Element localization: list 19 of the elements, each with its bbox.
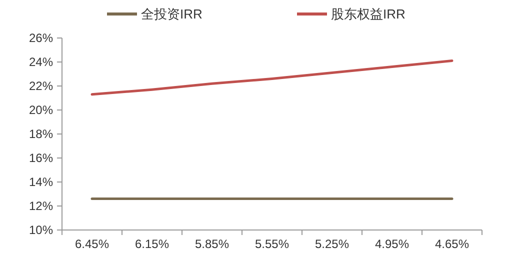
line-series <box>90 60 454 96</box>
x-tick-label: 5.25% <box>314 237 350 251</box>
y-tick-label: 24% <box>28 55 54 70</box>
y-tick-label: 18% <box>28 127 54 142</box>
y-tick-label: 16% <box>28 151 54 166</box>
x-tick-label: 6.45% <box>74 237 110 251</box>
legend-label: 股东权益IRR <box>331 6 406 22</box>
x-tick-label: 5.55% <box>254 237 290 251</box>
legend-label: 全投资IRR <box>141 6 202 22</box>
x-tick-label: 4.65% <box>434 237 470 251</box>
y-tick-label: 26% <box>28 31 54 46</box>
y-tick-label: 20% <box>28 103 54 118</box>
x-tick-label: 5.85% <box>194 237 230 251</box>
y-tick-label: 22% <box>28 79 54 94</box>
y-tick-label: 12% <box>28 199 54 214</box>
x-tick-label: 4.95% <box>374 237 410 251</box>
y-tick-label: 14% <box>28 175 54 190</box>
x-tick-label: 6.15% <box>134 237 170 251</box>
y-tick-label: 10% <box>28 223 54 238</box>
